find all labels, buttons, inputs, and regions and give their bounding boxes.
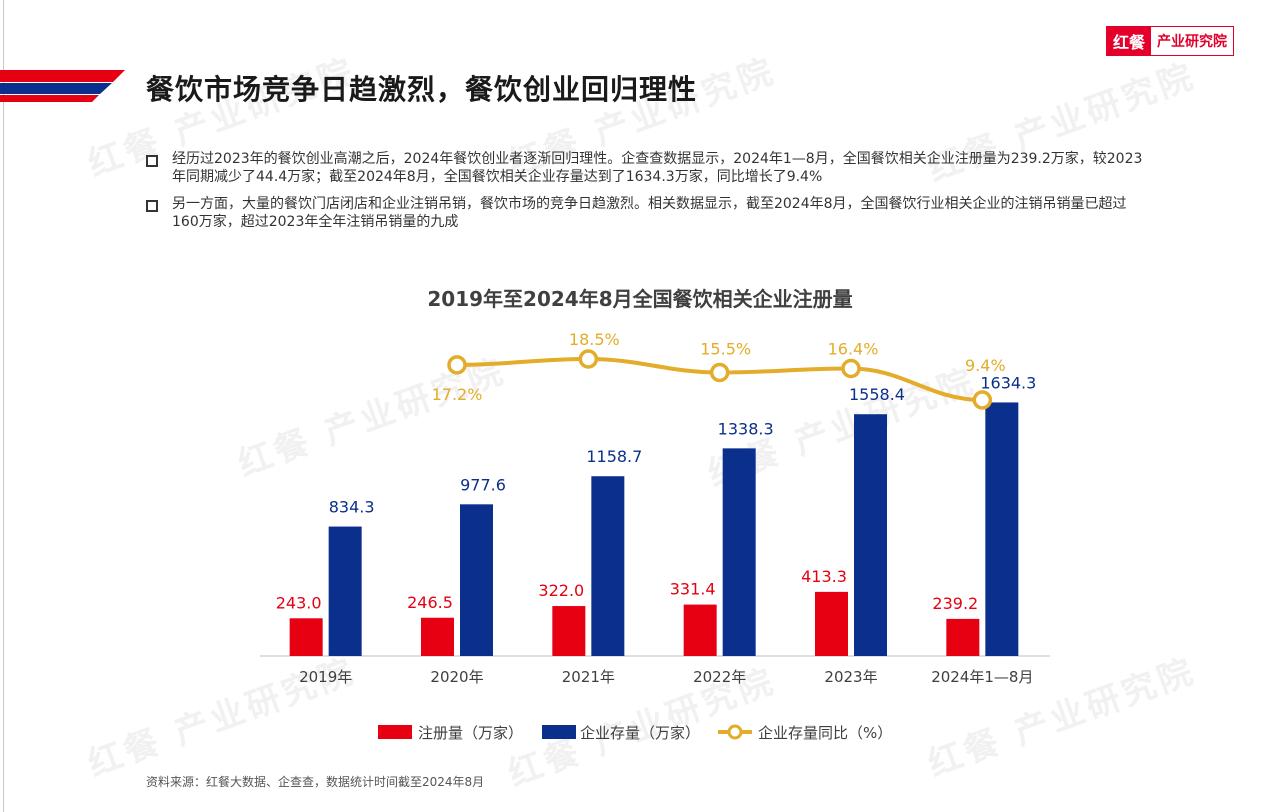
legend-swatch-stock [542,725,576,739]
bullet-item: 经历过2023年的餐饮创业高潮之后，2024年餐饮创业者逐渐回归理性。企查查数据… [146,150,1146,186]
bar-label-registration: 239.2 [932,594,978,613]
bullet-item: 另一方面，大量的餐饮门店闭店和企业注销吊销，餐饮市场的竞争日趋激烈。相关数据显示… [146,195,1146,231]
bar-label-stock: 1558.4 [849,385,905,404]
bar-registration [683,604,717,656]
bar-stock [722,448,756,656]
legend-marker-yoy [727,724,743,740]
x-tick-label: 2019年 [299,668,352,686]
bar-label-registration: 331.4 [670,580,716,599]
logo-mark: 红餐 [1107,27,1151,55]
bar-stock [328,526,362,656]
source-note: 资料来源：红餐大数据、企查查，数据统计时间截至2024年8月 [146,775,485,789]
bar-stock [854,414,887,656]
bar-registration [946,618,980,656]
legend-label-stock: 企业存量（万家） [580,724,700,742]
bar-label-stock: 1158.7 [586,447,642,466]
bar-registration [815,591,848,656]
legend-label-registration: 注册量（万家） [418,724,523,742]
square-bullet-icon [146,200,158,212]
bar-stock [591,476,625,656]
bar-stock [985,402,1019,656]
bar-registration [552,606,586,656]
page-edge-line [3,0,4,812]
bar-label-stock: 1634.3 [980,373,1036,392]
bar-label-stock: 834.3 [329,498,375,517]
line-label-yoy: 18.5% [569,330,620,349]
legend-swatch-registration [378,725,412,739]
line-point-yoy [972,390,993,410]
bar-label-registration: 413.3 [801,567,847,586]
line-label-yoy: 9.4% [965,356,1006,375]
line-point-yoy [578,349,599,369]
bar-registration [421,617,454,656]
bullet-text: 经历过2023年的餐饮创业高潮之后，2024年餐饮创业者逐渐回归理性。企查查数据… [172,151,1143,185]
legend-label-yoy: 企业存量同比（%） [758,724,892,742]
logo-text: 产业研究院 [1151,27,1233,55]
bar-label-stock: 977.6 [460,475,506,494]
x-tick-label: 2020年 [430,668,483,686]
x-tick-label: 2024年1—8月 [931,668,1033,686]
x-tick-label: 2022年 [693,668,746,686]
x-tick-label: 2021年 [562,668,615,686]
line-label-yoy: 15.5% [700,340,751,359]
line-label-yoy: 17.2% [432,385,483,404]
bar-label-stock: 1338.3 [718,419,774,438]
bullet-text: 另一方面，大量的餐饮门店闭店和企业注销吊销，餐饮市场的竞争日趋激烈。相关数据显示… [172,196,1127,230]
bar-registration [289,618,323,656]
bar-label-registration: 246.5 [407,593,453,612]
bar-label-registration: 322.0 [538,581,584,600]
chart-title: 2019年至2024年8月全国餐饮相关企业注册量 [427,287,853,311]
line-point-yoy [709,362,730,383]
brand-logo: 红餐 产业研究院 [1106,26,1234,56]
square-bullet-icon [146,155,158,167]
line-label-yoy: 16.4% [828,339,879,358]
bar-label-registration: 243.0 [276,593,322,612]
page-title: 餐饮市场竞争日趋激烈，餐饮创业回归理性 [146,73,698,106]
line-point-yoy [447,355,467,375]
title-accent-bar [0,70,125,102]
bullet-list: 经历过2023年的餐饮创业高潮之后，2024年餐饮创业者逐渐回归理性。企查查数据… [146,150,1146,240]
line-point-yoy [841,358,861,379]
bar-stock [460,504,493,656]
x-tick-label: 2023年 [824,668,877,686]
